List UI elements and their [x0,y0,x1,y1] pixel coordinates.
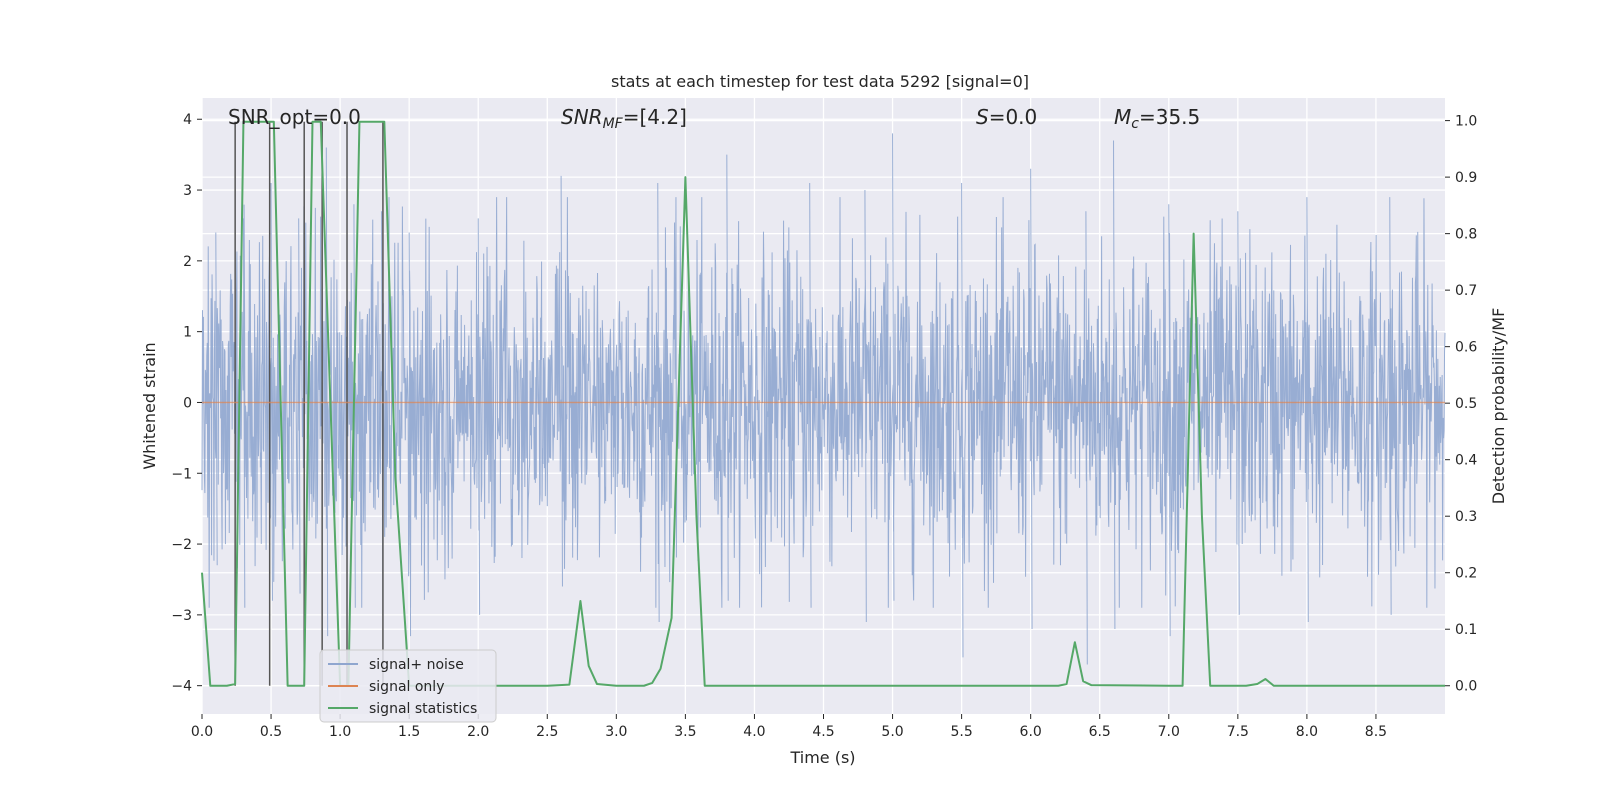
noise-trace [201,133,1446,665]
legend-item-stats: signal statistics [328,701,477,717]
x-tick-label: 1.5 [398,724,420,740]
legend-box [319,649,497,723]
x-tick-label: 1.0 [329,724,351,740]
y-tick-label: 2 [183,254,192,270]
x-tick-label: 2.0 [467,724,489,740]
y-tick-label: 4 [183,112,192,128]
y2-tick-label: 0.2 [1455,566,1477,582]
y-tick-label: 1 [183,325,192,341]
legend-item-noise: signal+ noise [328,657,464,673]
annotation-mc: Mc=35.5 [1114,105,1200,132]
series-signal-statistics [201,120,1445,687]
x-tick-label: 7.5 [1227,724,1249,740]
y2-tick-label: 0.6 [1455,340,1477,356]
annotation-snr-opt: SNR_opt=0.0 [228,105,361,129]
y-axis-label: Whitened strain [140,342,159,469]
signal-statistics-line [201,120,1445,687]
y2-axis-ticks: 1.0 0.9 0.8 0.7 0.6 0.5 0.4 0.3 0.2 0.1 0.0 [1445,114,1477,695]
x-tick-label: 0.5 [260,724,282,740]
y2-tick-label: 0.3 [1455,509,1477,525]
y2-tick-label: 1.0 [1455,114,1477,130]
x-tick-label: 4.0 [743,724,765,740]
y-tick-label: −3 [171,608,192,624]
annotation-snr-mf-symbol: SNR [561,105,603,129]
x-tick-label: 7.0 [1158,724,1180,740]
annotation-snr-mf: SNRMF=[4.2] [561,105,687,132]
y-tick-label: −2 [171,537,192,553]
y-tick-label: −4 [171,679,192,695]
y2-tick-label: 0.7 [1455,283,1477,299]
y2-tick-label: 0.4 [1455,453,1477,469]
y2-tick-label: 0.5 [1455,396,1477,412]
legend: signal+ noise signal only signal statist… [319,649,497,723]
x-axis-ticks: 0.0 0.5 1.0 1.5 2.0 2.5 3.0 3.5 4.0 4.5 5.0 5.5 6.0 6… [191,714,1387,740]
chart-title: stats at each timestep for test data 529… [611,72,1029,91]
x-tick-label: 4.5 [812,724,834,740]
y2-tick-label: 0.1 [1455,622,1477,638]
annotation-s-symbol: S [976,105,989,129]
legend-label-noise: signal+ noise [369,657,464,673]
y-tick-label: 3 [183,183,192,199]
annotation-mc-subscript: c [1131,116,1139,132]
y-tick-label: 0 [183,395,192,411]
series-signal-noise [201,133,1446,665]
annotation-snr-mf-value: =[4.2] [623,105,687,129]
annotation-s: S=0.0 [976,105,1037,129]
x-tick-label: 6.5 [1089,724,1111,740]
legend-label-signal: signal only [369,679,444,695]
x-tick-label: 5.0 [881,724,903,740]
x-tick-label: 3.5 [674,724,696,740]
x-tick-label: 2.5 [536,724,558,740]
y2-tick-label: 0.8 [1455,227,1477,243]
y2-tick-label: 0.9 [1455,170,1477,186]
x-tick-label: 3.0 [605,724,627,740]
annotations: SNR_opt=0.0 SNRMF=[4.2] S=0.0 Mc=35.5 [228,105,1200,132]
annotation-mc-symbol: M [1114,105,1131,129]
x-axis-label: Time (s) [789,748,855,767]
y2-tick-label: 0.0 [1455,679,1477,695]
annotation-s-value: =0.0 [989,105,1038,129]
legend-item-signal: signal only [328,679,444,695]
x-tick-label: 8.0 [1296,724,1318,740]
legend-label-stats: signal statistics [369,701,477,717]
x-tick-label: 5.5 [950,724,972,740]
annotation-mc-value: =35.5 [1139,105,1200,129]
y-axis-ticks: 4 3 2 1 0 −1 −2 −3 −4 [171,112,202,695]
y-tick-label: −1 [171,466,192,482]
x-tick-label: 0.0 [191,724,213,740]
x-tick-label: 8.5 [1365,724,1387,740]
marker-lines [234,121,384,686]
y2-axis-label: Detection probability/MF [1489,308,1508,505]
x-tick-label: 6.0 [1020,724,1042,740]
annotation-snr-mf-subscript: MF [603,116,624,132]
